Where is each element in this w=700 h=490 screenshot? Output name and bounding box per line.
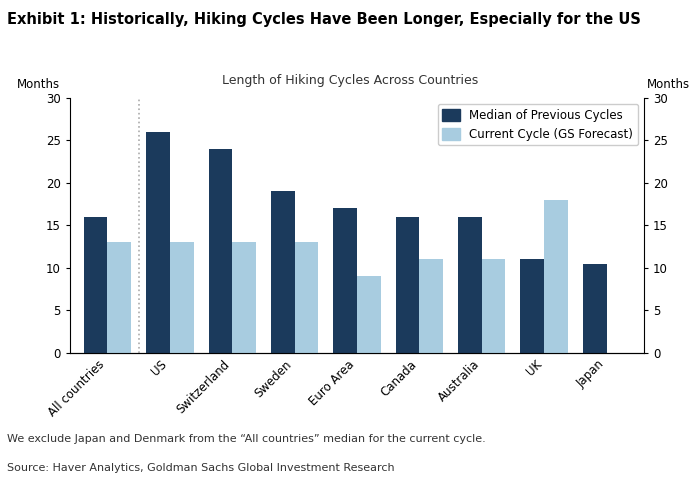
Bar: [419, 259, 443, 353]
Bar: [170, 243, 193, 353]
Legend: Median of Previous Cycles, Current Cycle (GS Forecast): Median of Previous Cycles, Current Cycle…: [438, 104, 638, 146]
Bar: [544, 200, 568, 353]
Bar: [295, 243, 318, 353]
Bar: [357, 276, 381, 353]
Bar: [209, 149, 232, 353]
Text: Exhibit 1: Historically, Hiking Cycles Have Been Longer, Especially for the US: Exhibit 1: Historically, Hiking Cycles H…: [7, 12, 641, 27]
Bar: [107, 243, 131, 353]
Bar: [84, 217, 107, 353]
Bar: [333, 208, 357, 353]
Bar: [458, 217, 482, 353]
Text: Months: Months: [17, 77, 60, 91]
Bar: [232, 243, 256, 353]
Bar: [521, 259, 544, 353]
Bar: [271, 192, 295, 353]
Bar: [583, 264, 607, 353]
Bar: [482, 259, 505, 353]
Text: Months: Months: [647, 77, 690, 91]
Bar: [146, 132, 170, 353]
Text: We exclude Japan and Denmark from the “All countries” median for the current cyc: We exclude Japan and Denmark from the “A…: [7, 434, 486, 443]
Text: Length of Hiking Cycles Across Countries: Length of Hiking Cycles Across Countries: [222, 74, 478, 87]
Bar: [395, 217, 419, 353]
Text: Source: Haver Analytics, Goldman Sachs Global Investment Research: Source: Haver Analytics, Goldman Sachs G…: [7, 463, 395, 473]
